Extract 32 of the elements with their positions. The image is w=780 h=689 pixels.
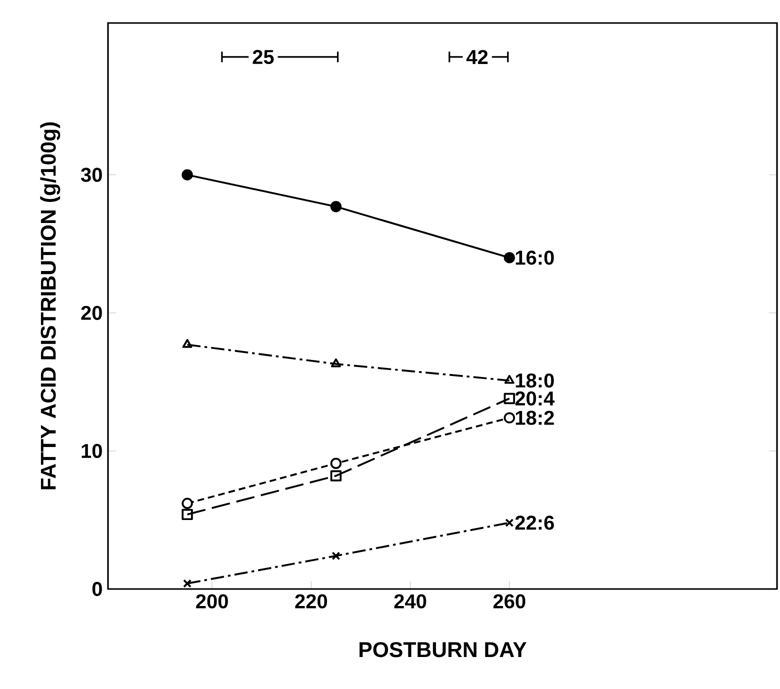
point <box>504 252 516 264</box>
x-tick-label: 260 <box>493 594 526 608</box>
annotation: 25 <box>252 50 274 64</box>
point <box>505 518 514 527</box>
point <box>330 470 342 482</box>
point <box>504 374 514 384</box>
point <box>504 412 516 424</box>
series-label: 16:0 <box>516 250 554 265</box>
point <box>332 552 340 560</box>
y-axis-title: FATTY ACID DISTRIBUTION (g/100g) <box>40 122 60 490</box>
point <box>182 339 192 348</box>
y-tick-label: 30 <box>80 168 102 182</box>
point <box>330 201 342 212</box>
y-tick-label: 20 <box>81 306 102 320</box>
point <box>182 498 193 510</box>
annotation: 42 <box>466 50 488 64</box>
y-tick-label: 10 <box>82 444 102 458</box>
point <box>182 169 193 180</box>
series-label: 18:2 <box>516 410 554 425</box>
series-label: 22:6 <box>515 516 554 530</box>
y-tick-label: 0 <box>92 582 102 596</box>
series-label: 18:0 <box>516 373 554 388</box>
x-tick-label: 220 <box>295 594 328 608</box>
x-axis-title: POSTBURN DAY <box>360 642 527 658</box>
point <box>182 508 193 520</box>
point <box>330 358 341 368</box>
point <box>504 392 516 404</box>
point <box>330 458 342 469</box>
series-label: 20:4 <box>515 391 555 406</box>
x-tick-label: 240 <box>394 594 426 608</box>
x-tick-label: 200 <box>196 594 228 608</box>
point <box>183 579 192 588</box>
